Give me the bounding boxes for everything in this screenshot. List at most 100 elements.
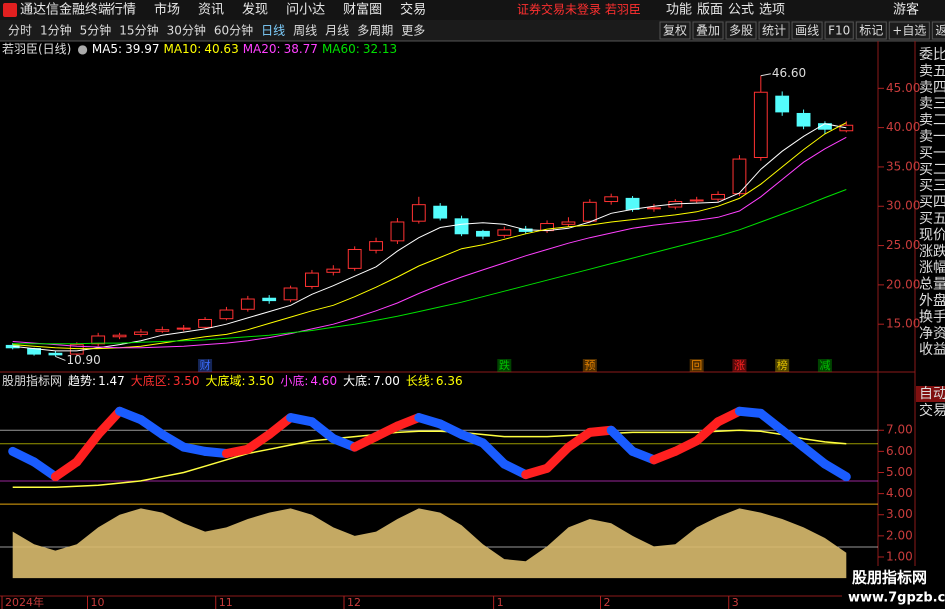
- legend-value: 32.13: [363, 42, 397, 56]
- tool-label[interactable]: +自选: [892, 24, 926, 38]
- candle-body: [604, 196, 619, 203]
- tool-button[interactable]: [692, 21, 724, 40]
- period-button[interactable]: 15分钟: [119, 23, 158, 38]
- annotation: 10.90: [66, 353, 100, 367]
- tool-button[interactable]: [931, 21, 945, 40]
- tool-button[interactable]: [725, 21, 757, 40]
- menu-item[interactable]: 交易: [400, 2, 426, 18]
- period-button[interactable]: 分时: [8, 24, 32, 38]
- tool-label[interactable]: 标记: [859, 24, 883, 38]
- tool-button[interactable]: [824, 21, 854, 40]
- menu-item[interactable]: 公式: [728, 3, 754, 18]
- param-value: 4.60: [310, 374, 337, 388]
- param-name: 长线:: [406, 374, 434, 388]
- period-button[interactable]: 5分钟: [80, 23, 112, 38]
- menu-item[interactable]: 行情: [110, 3, 136, 18]
- signal-label: 涨: [734, 359, 745, 372]
- side-tab[interactable]: 交易: [919, 402, 945, 419]
- period-button[interactable]: 多周期: [357, 24, 393, 38]
- period-button[interactable]: 1分钟: [40, 23, 72, 38]
- signal-box: [732, 359, 747, 372]
- candle-body: [732, 158, 747, 195]
- period-button[interactable]: 周线: [293, 24, 317, 38]
- y-tick-label: 5.00: [886, 465, 913, 479]
- indicator-title: 股朋指标网: [2, 373, 62, 388]
- candle-body: [219, 309, 234, 320]
- candle-body: [625, 197, 640, 210]
- quote-label: 买二: [919, 162, 945, 178]
- period-button[interactable]: 更多: [401, 24, 425, 38]
- menu-item[interactable]: 功能: [666, 3, 692, 18]
- y-tick-label: 3.00: [886, 507, 913, 521]
- tool-label[interactable]: F10: [828, 24, 850, 38]
- trend-segment: [478, 438, 509, 469]
- param-value: 3.50: [173, 374, 200, 388]
- tool-label[interactable]: 画线: [795, 24, 819, 38]
- menu-item[interactable]: 市场: [154, 2, 180, 18]
- quote-label: 买四: [919, 195, 945, 211]
- indicator-header: 股朋指标网 趋势: 1.47 大底区: 3.50 大底域: 3.50 小底: 4.60 大底: 7.…: [2, 373, 463, 388]
- x-tick-label: 10: [91, 596, 105, 609]
- tool-label[interactable]: 复权: [663, 24, 687, 38]
- trend-segment: [799, 442, 830, 469]
- trend-segment: [756, 408, 787, 435]
- candle-body: [411, 204, 426, 222]
- x-tick-label: 2: [604, 596, 611, 609]
- period-button[interactable]: 30分钟: [167, 23, 206, 38]
- candle-body: [647, 207, 661, 210]
- period-button[interactable]: 月线: [325, 24, 349, 38]
- signal-label: 回: [691, 359, 702, 372]
- menu-item[interactable]: 资讯: [198, 3, 224, 18]
- candle-body: [305, 272, 319, 287]
- watermark-box: [842, 566, 945, 609]
- chart-title: 若羽臣(日线) ● MA5: 39.97 MA10: 40.63 MA20: 38.77 MA6…: [2, 42, 397, 56]
- side-tab[interactable]: 自动: [919, 386, 945, 402]
- param-name: 趋势:: [68, 374, 96, 388]
- y-tick-label: 4.00: [886, 486, 913, 500]
- candle-body: [198, 318, 212, 328]
- tool-label[interactable]: 返回: [935, 24, 945, 38]
- menu-item[interactable]: 选项: [759, 3, 785, 18]
- candle-body: [796, 112, 811, 127]
- annotation: 46.60: [772, 66, 806, 80]
- tool-button[interactable]: [659, 21, 691, 40]
- tool-button[interactable]: [888, 21, 930, 40]
- menu-item[interactable]: 问小达: [286, 3, 325, 18]
- period-button[interactable]: 60分钟: [214, 23, 253, 38]
- menu-item[interactable]: 版面: [697, 3, 723, 18]
- y-tick-label: 1.00: [886, 549, 913, 563]
- watermark-url: www.7gpzb.com: [848, 591, 945, 606]
- candle-body: [390, 221, 405, 242]
- x-tick-label: 12: [347, 596, 361, 609]
- tool-button[interactable]: [855, 21, 887, 40]
- tool-label[interactable]: 统计: [762, 24, 786, 38]
- trend-segment: [606, 425, 638, 456]
- param-value: 3.50: [248, 374, 275, 388]
- quote-label: 现价: [919, 227, 945, 243]
- trend-segment: [777, 425, 809, 452]
- signal-box: [198, 359, 213, 372]
- login-status: 证券交易未登录 若羽臣: [517, 2, 641, 17]
- quote-label: 卖二: [919, 113, 945, 129]
- legend-value: 38.77: [284, 42, 318, 56]
- param-value: 1.47: [98, 374, 125, 388]
- candle-body: [454, 218, 469, 235]
- candle-body: [689, 199, 704, 202]
- trend-segment: [264, 413, 296, 439]
- quote-label: 卖五: [919, 63, 945, 79]
- tool-button[interactable]: [758, 21, 790, 40]
- candle-body: [155, 329, 170, 332]
- tool-button[interactable]: [791, 21, 823, 40]
- candle-body: [775, 95, 790, 113]
- quote-label: 净资: [919, 326, 945, 342]
- menu-item[interactable]: 发现: [242, 2, 268, 18]
- tool-label[interactable]: 叠加: [696, 24, 720, 38]
- tool-label[interactable]: 多股: [729, 24, 753, 38]
- period-button[interactable]: 日线: [261, 24, 285, 38]
- trend-segment: [307, 417, 338, 444]
- menu-item[interactable]: 财富圈: [343, 2, 382, 18]
- quote-label: 买一: [919, 145, 945, 161]
- candle-body: [711, 193, 725, 200]
- quote-label: 买三: [919, 178, 945, 194]
